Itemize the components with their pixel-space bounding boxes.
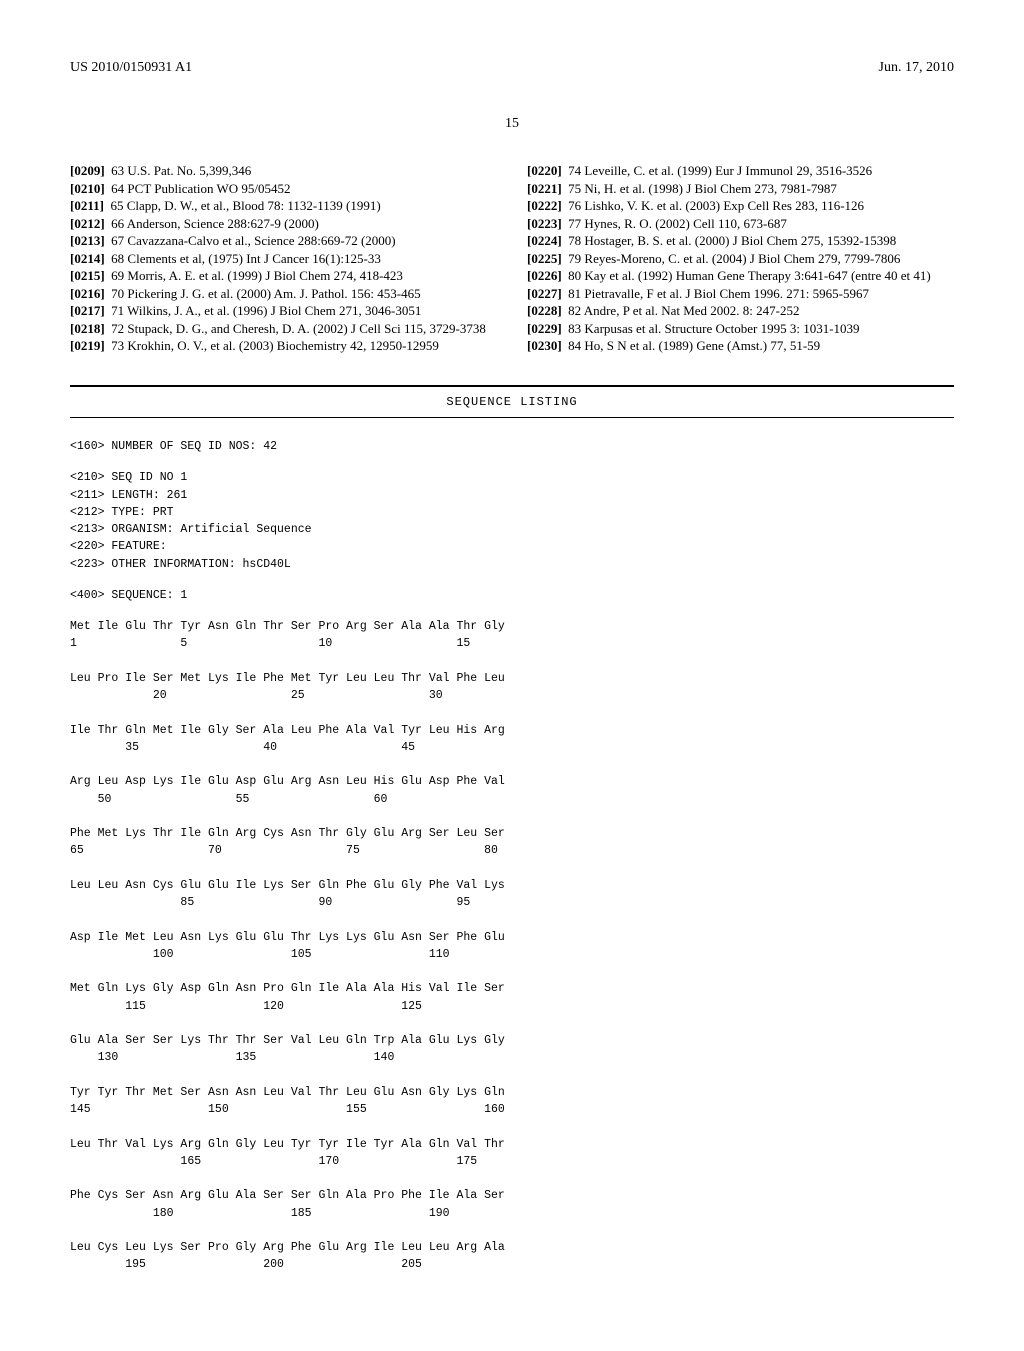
publication-number: US 2010/0150931 A1 bbox=[70, 60, 192, 76]
reference-number: [0229] bbox=[527, 321, 562, 336]
sequence-listing-title: SEQUENCE LISTING bbox=[70, 395, 954, 409]
reference-number: [0228] bbox=[527, 303, 562, 318]
reference-number: [0214] bbox=[70, 251, 105, 266]
reference-item: [0226] 80 Kay et al. (1992) Human Gene T… bbox=[527, 267, 954, 285]
reference-item: [0217] 71 Wilkins, J. A., et al. (1996) … bbox=[70, 302, 497, 320]
reference-item: [0216] 70 Pickering J. G. et al. (2000) … bbox=[70, 285, 497, 303]
reference-number: [0217] bbox=[70, 303, 105, 318]
reference-item: [0209] 63 U.S. Pat. No. 5,399,346 bbox=[70, 162, 497, 180]
references-section: [0209] 63 U.S. Pat. No. 5,399,346[0210] … bbox=[70, 162, 954, 355]
reference-number: [0220] bbox=[527, 163, 562, 178]
seq-meta-210: <210> SEQ ID NO 1 bbox=[70, 469, 954, 486]
seq-meta-223: <223> OTHER INFORMATION: hsCD40L bbox=[70, 556, 954, 573]
reference-number: [0213] bbox=[70, 233, 105, 248]
reference-item: [0211] 65 Clapp, D. W., et al., Blood 78… bbox=[70, 197, 497, 215]
divider-top bbox=[70, 385, 954, 387]
reference-item: [0219] 73 Krokhin, O. V., et al. (2003) … bbox=[70, 337, 497, 355]
reference-number: [0227] bbox=[527, 286, 562, 301]
references-right-column: [0220] 74 Leveille, C. et al. (1999) Eur… bbox=[527, 162, 954, 355]
reference-number: [0221] bbox=[527, 181, 562, 196]
reference-number: [0222] bbox=[527, 198, 562, 213]
reference-item: [0227] 81 Pietravalle, F et al. J Biol C… bbox=[527, 285, 954, 303]
reference-number: [0224] bbox=[527, 233, 562, 248]
reference-item: [0222] 76 Lishko, V. K. et al. (2003) Ex… bbox=[527, 197, 954, 215]
reference-item: [0221] 75 Ni, H. et al. (1998) J Biol Ch… bbox=[527, 180, 954, 198]
reference-item: [0223] 77 Hynes, R. O. (2002) Cell 110, … bbox=[527, 215, 954, 233]
reference-item: [0225] 79 Reyes-Moreno, C. et al. (2004)… bbox=[527, 250, 954, 268]
seq-meta-213: <213> ORGANISM: Artificial Sequence bbox=[70, 521, 954, 538]
reference-item: [0230] 84 Ho, S N et al. (1989) Gene (Am… bbox=[527, 337, 954, 355]
reference-number: [0216] bbox=[70, 286, 105, 301]
reference-number: [0212] bbox=[70, 216, 105, 231]
reference-item: [0212] 66 Anderson, Science 288:627-9 (2… bbox=[70, 215, 497, 233]
reference-item: [0220] 74 Leveille, C. et al. (1999) Eur… bbox=[527, 162, 954, 180]
publication-date: Jun. 17, 2010 bbox=[879, 60, 954, 76]
divider-bottom bbox=[70, 417, 954, 418]
seq-meta-211: <211> LENGTH: 261 bbox=[70, 487, 954, 504]
reference-number: [0215] bbox=[70, 268, 105, 283]
reference-number: [0219] bbox=[70, 338, 105, 353]
sequence-block: Met Ile Glu Thr Tyr Asn Gln Thr Ser Pro … bbox=[70, 618, 954, 1291]
reference-item: [0218] 72 Stupack, D. G., and Cheresh, D… bbox=[70, 320, 497, 338]
reference-item: [0214] 68 Clements et al, (1975) Int J C… bbox=[70, 250, 497, 268]
reference-item: [0224] 78 Hostager, B. S. et al. (2000) … bbox=[527, 232, 954, 250]
seq-meta-220: <220> FEATURE: bbox=[70, 538, 954, 555]
reference-number: [0225] bbox=[527, 251, 562, 266]
reference-number: [0218] bbox=[70, 321, 105, 336]
reference-item: [0213] 67 Cavazzana-Calvo et al., Scienc… bbox=[70, 232, 497, 250]
reference-number: [0223] bbox=[527, 216, 562, 231]
reference-item: [0215] 69 Morris, A. E. et al. (1999) J … bbox=[70, 267, 497, 285]
seq-meta-212: <212> TYPE: PRT bbox=[70, 504, 954, 521]
reference-number: [0226] bbox=[527, 268, 562, 283]
page-header: US 2010/0150931 A1 Jun. 17, 2010 bbox=[70, 60, 954, 76]
seq-meta-400: <400> SEQUENCE: 1 bbox=[70, 587, 954, 604]
reference-item: [0228] 82 Andre, P et al. Nat Med 2002. … bbox=[527, 302, 954, 320]
reference-item: [0229] 83 Karpusas et al. Structure Octo… bbox=[527, 320, 954, 338]
sequence-meta-160: <160> NUMBER OF SEQ ID NOS: 42 bbox=[70, 438, 954, 455]
references-left-column: [0209] 63 U.S. Pat. No. 5,399,346[0210] … bbox=[70, 162, 497, 355]
page-number: 15 bbox=[70, 116, 954, 132]
reference-number: [0211] bbox=[70, 198, 104, 213]
sequence-meta-block: <210> SEQ ID NO 1 <211> LENGTH: 261 <212… bbox=[70, 469, 954, 573]
reference-item: [0210] 64 PCT Publication WO 95/05452 bbox=[70, 180, 497, 198]
reference-number: [0230] bbox=[527, 338, 562, 353]
reference-number: [0209] bbox=[70, 163, 105, 178]
reference-number: [0210] bbox=[70, 181, 105, 196]
